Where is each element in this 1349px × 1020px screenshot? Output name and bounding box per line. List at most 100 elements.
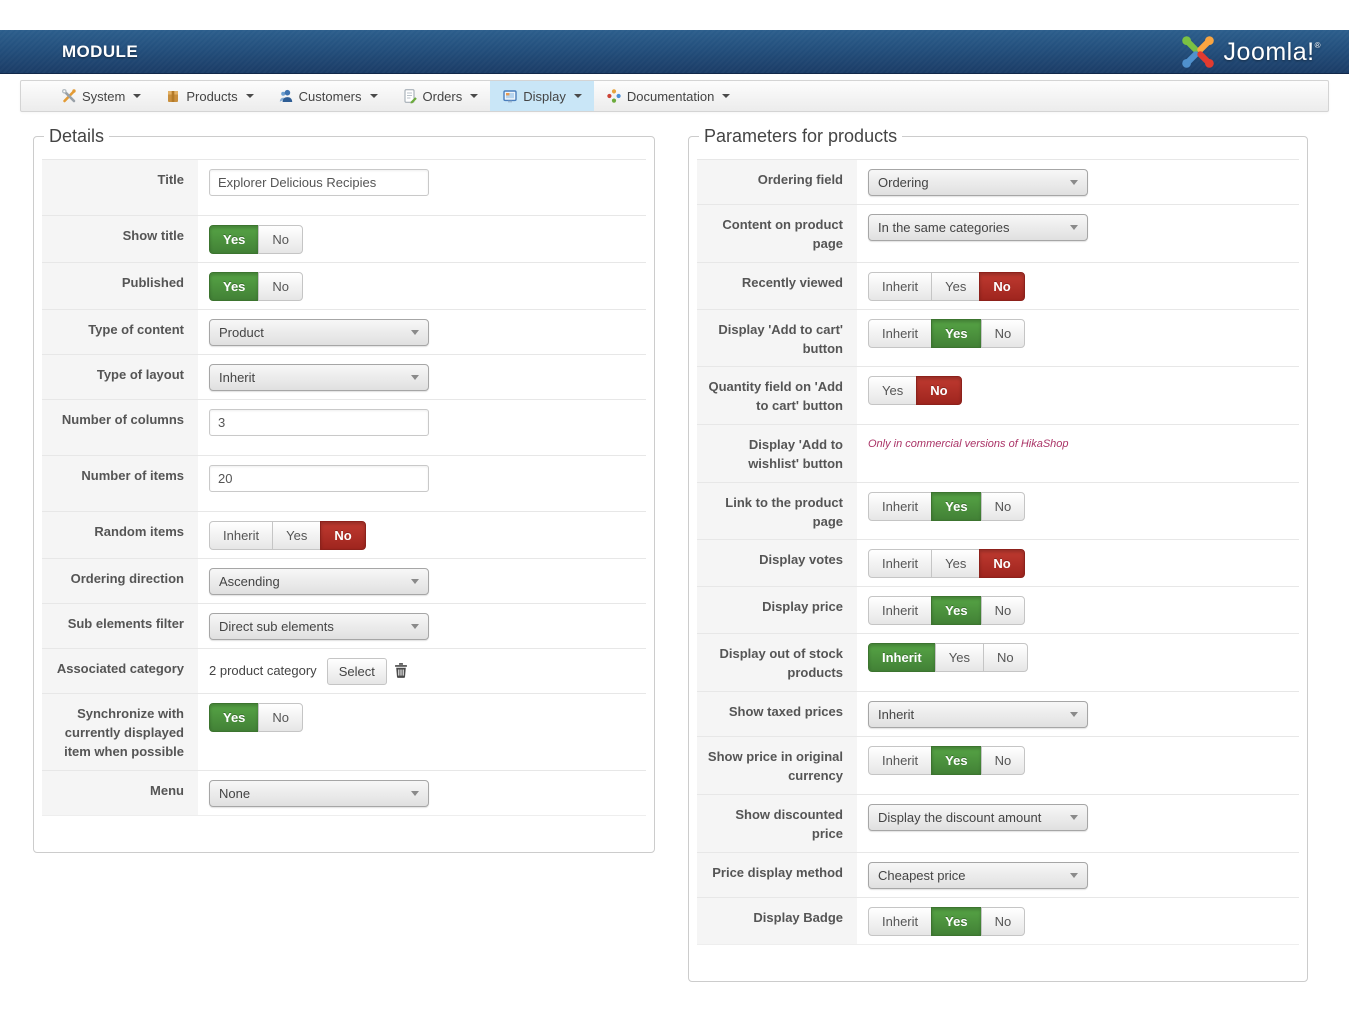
synchronize-with-currently-displayed-item-when-possible-control: Yes No (198, 694, 646, 770)
menu-select[interactable]: None (209, 779, 429, 807)
display-out-of-stock-products-option-inherit[interactable]: Inherit (868, 643, 936, 673)
caret-down-icon (573, 94, 582, 98)
select-category-button[interactable]: Select (326, 658, 387, 685)
form-row-show-taxed-prices: Show taxed prices Inherit (697, 691, 1299, 737)
show-title-option-yes[interactable]: Yes (209, 225, 260, 254)
published-label: Published (42, 263, 198, 309)
link-to-the-product-page-option-yes[interactable]: Yes (931, 491, 982, 521)
quantity-field-on-add-to-cart-button-control: Yes No (857, 367, 1299, 424)
show-discounted-price-select[interactable]: Display the discount amount (868, 803, 1088, 831)
joomla-logo-text: Joomla!® (1223, 37, 1321, 66)
details-panel: Details TitleShow titleYesNoPublishedYes… (33, 126, 655, 853)
form-row-display-votes: Display votes Inherit Yes No (697, 539, 1299, 587)
show-price-in-original-currency-toggle: Inherit Yes No (868, 746, 1026, 776)
quantity-field-on-add-to-cart-button-option-no[interactable]: No (916, 376, 962, 406)
show-taxed-prices-select[interactable]: Inherit (868, 701, 1088, 729)
ordering-field-label: Ordering field (697, 160, 857, 204)
form-row-show-price-in-original-currency: Show price in original currency Inherit Ye… (697, 736, 1299, 794)
display-price-option-yes[interactable]: Yes (931, 596, 982, 626)
published-option-yes[interactable]: Yes (209, 272, 260, 301)
display-badge-option-yes[interactable]: Yes (931, 906, 982, 936)
system-tools-icon (61, 88, 77, 104)
synchronize-with-currently-displayed-item-when-possible-option-no[interactable]: No (258, 703, 304, 732)
menu-item-system[interactable]: System (49, 81, 153, 111)
link-to-the-product-page-option-inherit[interactable]: Inherit (868, 491, 933, 521)
display-votes-option-no[interactable]: No (979, 549, 1025, 579)
form-row-quantity-field-on-add-to-cart-button: Quantity field on 'Add to cart' button Ye… (697, 366, 1299, 425)
menu-item-customers[interactable]: Customers (266, 81, 390, 111)
display-price-toggle: Inherit Yes No (868, 596, 1026, 626)
quantity-field-on-add-to-cart-button-toggle: Yes No (868, 376, 962, 406)
display-votes-option-yes[interactable]: Yes (931, 549, 981, 579)
published-option-no[interactable]: No (258, 272, 304, 301)
price-display-method-select[interactable]: Cheapest price (868, 861, 1088, 889)
number-of-columns-input[interactable] (209, 409, 429, 436)
sub-elements-filter-select[interactable]: Direct sub elements (209, 613, 429, 640)
quantity-field-on-add-to-cart-button-option-yes[interactable]: Yes (868, 376, 918, 406)
chevron-down-icon (411, 790, 419, 796)
show-price-in-original-currency-option-yes[interactable]: Yes (931, 746, 982, 776)
associated-category-label: Associated category (42, 649, 198, 693)
display-badge-option-no[interactable]: No (980, 906, 1026, 936)
show-title-option-no[interactable]: No (258, 225, 304, 254)
parameters-for-products-panel: Parameters for products Ordering field Or… (688, 126, 1308, 982)
form-row-display-badge: Display Badge Inherit Yes No (697, 896, 1299, 945)
ordering-field-select[interactable]: Ordering (868, 169, 1088, 196)
link-to-the-product-page-option-no[interactable]: No (980, 491, 1026, 521)
display-badge-control: Inherit Yes No (857, 898, 1299, 944)
show-price-in-original-currency-option-no[interactable]: No (980, 746, 1026, 776)
display-add-to-cart-button-label: Display 'Add to cart' button (697, 309, 857, 367)
form-row-published: Published Yes No (42, 262, 646, 309)
display-out-of-stock-products-option-no[interactable]: No (982, 643, 1028, 673)
form-row-synchronize-with-currently-displayed-item-when-possible: Synchronize with currently displayed ite… (42, 693, 646, 770)
caret-down-icon (470, 94, 479, 98)
form-row-ordering-direction: Ordering direction Ascending (42, 558, 646, 603)
display-out-of-stock-products-option-yes[interactable]: Yes (934, 643, 984, 673)
ordering-direction-control: Ascending (198, 559, 646, 603)
chevron-down-icon (411, 624, 419, 629)
menu-item-label: Orders (422, 88, 463, 104)
random-items-option-no[interactable]: No (320, 521, 366, 550)
ordering-direction-label: Ordering direction (42, 559, 198, 603)
quantity-field-on-add-to-cart-button-label: Quantity field on 'Add to cart' button (697, 367, 857, 425)
random-items-option-yes[interactable]: Yes (272, 521, 322, 550)
recently-viewed-option-no[interactable]: No (979, 271, 1025, 301)
synchronize-with-currently-displayed-item-when-possible-option-yes[interactable]: Yes (209, 703, 260, 732)
ordering-direction-select[interactable]: Ascending (209, 568, 429, 595)
display-votes-toggle: Inherit Yes No (868, 549, 1025, 579)
show-price-in-original-currency-option-inherit[interactable]: Inherit (868, 746, 933, 776)
random-items-option-inherit[interactable]: Inherit (209, 521, 274, 550)
content-on-product-page-select[interactable]: In the same categories (868, 214, 1088, 241)
display-price-option-no[interactable]: No (980, 596, 1026, 626)
chevron-down-icon (1070, 180, 1078, 185)
display-badge-toggle: Inherit Yes No (868, 906, 1026, 936)
recently-viewed-option-inherit[interactable]: Inherit (868, 271, 933, 301)
display-out-of-stock-products-control: Inherit Yes No (857, 634, 1299, 691)
display-price-option-inherit[interactable]: Inherit (868, 596, 933, 626)
menu-item-orders[interactable]: Orders (390, 81, 491, 111)
link-to-the-product-page-toggle: Inherit Yes No (868, 491, 1026, 521)
chevron-down-icon (411, 330, 419, 335)
display-badge-label: Display Badge (697, 897, 857, 944)
display-badge-option-inherit[interactable]: Inherit (868, 906, 933, 936)
show-title-control: Yes No (198, 216, 646, 262)
page: MODULE Joomla!® System Produc (0, 30, 1349, 982)
menu-item-display[interactable]: Display (490, 81, 594, 111)
display-add-to-cart-button-option-inherit[interactable]: Inherit (868, 318, 933, 348)
title-input[interactable] (209, 169, 429, 196)
recently-viewed-option-yes[interactable]: Yes (931, 271, 981, 301)
display-add-to-cart-button-option-no[interactable]: No (980, 318, 1026, 348)
form-row-sub-elements-filter: Sub elements filter Direct sub elements (42, 603, 646, 648)
number-of-items-input[interactable] (209, 465, 429, 492)
random-items-control: Inherit Yes No (198, 512, 646, 558)
menu-item-documentation[interactable]: Documentation (594, 81, 742, 111)
trash-icon[interactable] (394, 662, 408, 678)
type-of-content-select[interactable]: Product (209, 319, 429, 346)
display-add-to-cart-button-option-yes[interactable]: Yes (931, 318, 982, 348)
menu-item-products[interactable]: Products (153, 81, 265, 111)
number-of-columns-control (198, 400, 646, 455)
display-monitor-icon (502, 88, 518, 104)
synchronize-with-currently-displayed-item-when-possible-toggle: Yes No (209, 703, 304, 732)
display-votes-option-inherit[interactable]: Inherit (868, 549, 933, 579)
type-of-layout-select[interactable]: Inherit (209, 364, 429, 391)
